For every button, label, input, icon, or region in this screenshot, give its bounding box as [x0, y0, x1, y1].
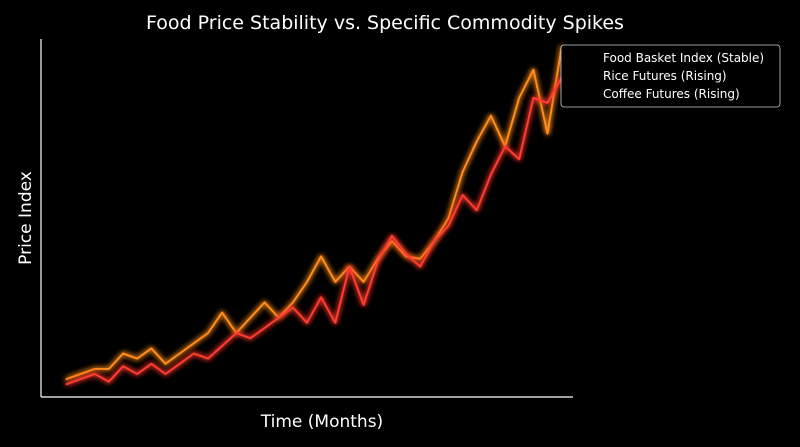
y-axis-label: Price Index [16, 171, 36, 265]
x-axis-label: Time (Months) [260, 412, 383, 432]
chart-title: Food Price Stability vs. Specific Commod… [146, 12, 624, 34]
legend-label-2: Rice Futures (Rising) [603, 69, 727, 83]
series-line-2 [65, 45, 563, 381]
legend-label-1: Food Basket Index (Stable) [603, 51, 764, 65]
legend-frame [560, 44, 781, 108]
series-layer [65, 45, 563, 386]
legend: Food Basket Index (Stable) Rice Futures (… [560, 44, 781, 108]
legend-label-3: Coffee Futures (Rising) [603, 87, 740, 101]
series-line-3 [65, 76, 563, 386]
